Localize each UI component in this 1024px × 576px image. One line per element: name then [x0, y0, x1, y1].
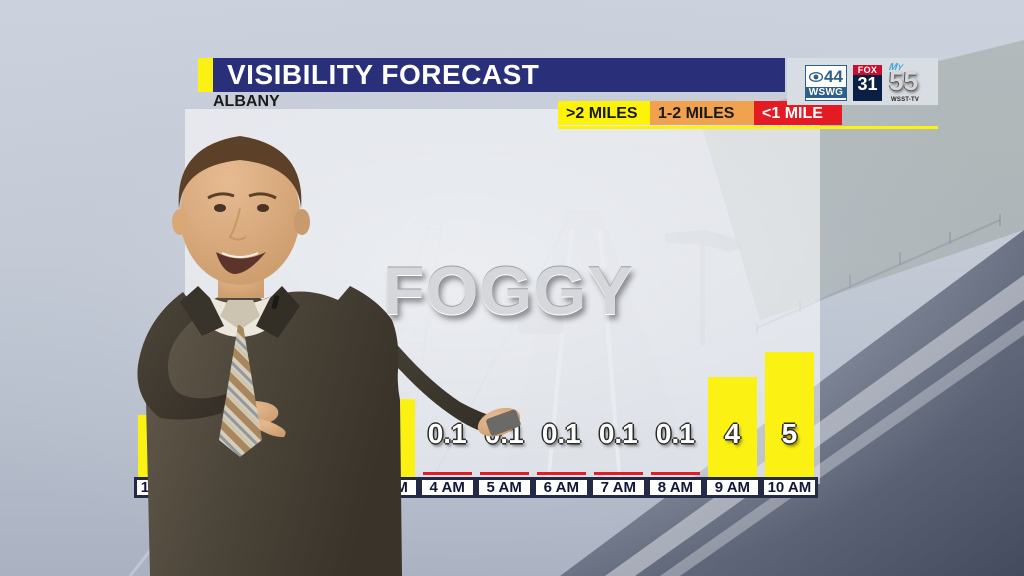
svg-text:<1 MILE: <1 MILE: [762, 105, 823, 122]
svg-text:>2 MILES: >2 MILES: [566, 105, 638, 122]
svg-text:1-2 MILES: 1-2 MILES: [658, 105, 735, 122]
